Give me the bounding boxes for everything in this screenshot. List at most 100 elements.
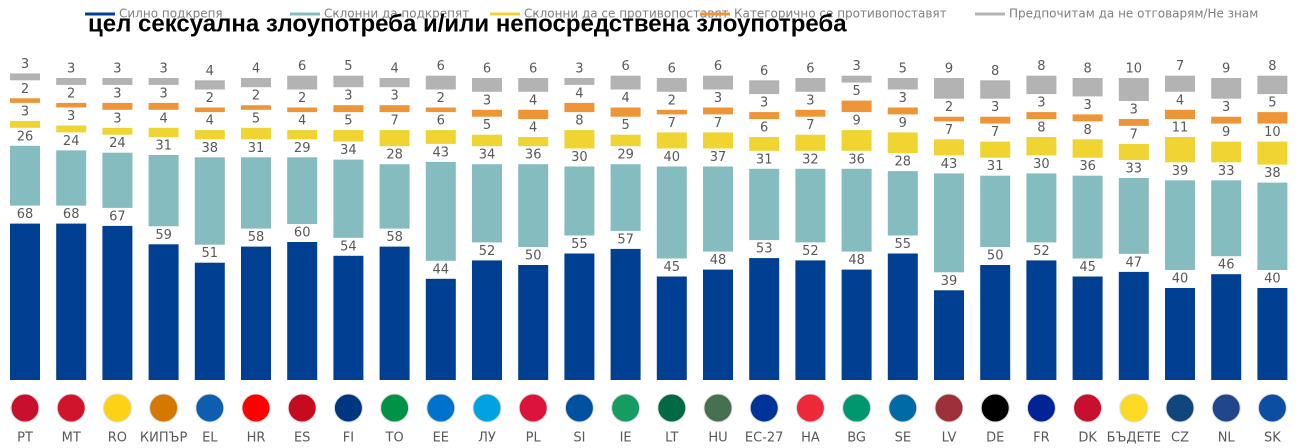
bar-segment — [1257, 288, 1288, 380]
bar-segment — [1072, 175, 1103, 259]
bar-segment — [1118, 178, 1149, 254]
bar-segment — [887, 253, 918, 380]
bar-segment — [102, 102, 133, 110]
x-tick-label: SE — [895, 431, 911, 446]
value-label: 45 — [664, 260, 681, 275]
bar-segment — [1026, 75, 1057, 95]
bar-segment — [241, 157, 271, 229]
bar-segment — [703, 166, 733, 252]
flag — [980, 393, 1010, 423]
bar-segment — [703, 132, 733, 149]
bar-segment — [472, 134, 502, 147]
bar-segment — [610, 107, 641, 117]
value-label: 3 — [159, 62, 167, 77]
bar-segment — [841, 100, 872, 113]
value-label: 4 — [1176, 93, 1184, 108]
bar-segment — [934, 116, 964, 122]
value-label: 2 — [298, 91, 306, 106]
value-label: 3 — [899, 91, 907, 106]
value-label: 3 — [159, 86, 167, 101]
value-label: 33 — [1218, 164, 1235, 179]
value-label: 52 — [479, 244, 496, 259]
bar-segment — [610, 134, 641, 147]
flag — [934, 393, 964, 423]
value-label: 50 — [987, 249, 1004, 264]
value-label: 6 — [298, 59, 306, 74]
value-label: 6 — [760, 64, 768, 79]
value-label: 67 — [109, 209, 126, 224]
value-label: 28 — [895, 155, 912, 170]
value-label: 4 — [159, 111, 167, 126]
bar-segment — [1211, 180, 1242, 257]
value-label: 6 — [760, 121, 768, 136]
bar-segment — [518, 109, 549, 119]
bar-segment — [518, 137, 549, 147]
bar-segment — [472, 260, 502, 380]
bar-segment — [102, 152, 133, 208]
value-label: 5 — [1268, 96, 1276, 111]
x-tick-label: FI — [343, 431, 354, 446]
value-label: 28 — [386, 148, 403, 163]
bar-segment — [241, 246, 271, 380]
value-label: 8 — [1037, 121, 1045, 136]
value-label: 10 — [1126, 62, 1143, 77]
legend-label: Склонни да подкрепят — [324, 7, 469, 21]
bar-segment — [656, 276, 687, 380]
value-label: 8 — [575, 114, 583, 129]
bar-segment — [287, 107, 318, 113]
bar-segment — [379, 164, 410, 229]
value-label: 36 — [1079, 159, 1096, 174]
bar-segment — [564, 78, 595, 85]
flag — [1165, 393, 1195, 423]
value-label: 9 — [945, 62, 953, 77]
value-label: 51 — [202, 246, 219, 261]
bar-segment — [934, 290, 964, 380]
bar-segment — [148, 127, 179, 137]
value-label: 5 — [252, 111, 260, 126]
legend-label: Силно подкрепя — [119, 7, 223, 21]
bar-segment — [1118, 271, 1149, 380]
value-label: 5 — [344, 59, 352, 74]
bar-segment — [194, 157, 225, 245]
bar-segment — [10, 223, 40, 380]
value-label: 8 — [991, 64, 999, 79]
value-label: 3 — [1083, 98, 1091, 113]
bar-segment — [795, 134, 826, 151]
x-tick-label: CZ — [1171, 431, 1189, 446]
bar-segment — [287, 242, 318, 380]
bar-segment — [610, 248, 641, 380]
bar-segment — [425, 161, 456, 261]
bar-segment — [656, 132, 687, 149]
x-tick-label: LV — [942, 431, 957, 446]
bar-segment — [887, 132, 918, 154]
value-label: 31 — [756, 152, 773, 167]
bar-segment — [1165, 75, 1195, 92]
x-tick-label: SI — [573, 431, 585, 446]
value-label: 37 — [710, 150, 727, 165]
bar-segment — [934, 139, 964, 156]
value-label: 5 — [483, 118, 491, 133]
value-label: 7 — [945, 123, 953, 138]
value-label: 50 — [525, 249, 542, 264]
x-tick-label: БЪДЕТЕ — [1107, 431, 1161, 446]
bar-segment — [56, 102, 87, 108]
value-label: 3 — [113, 86, 121, 101]
x-tick-label: EE — [433, 431, 449, 446]
value-label: 3 — [806, 93, 814, 108]
bar-segment — [148, 155, 179, 227]
value-label: 3 — [390, 89, 398, 104]
value-label: 32 — [802, 152, 819, 167]
bar-segment — [1211, 274, 1242, 380]
bar-segment — [148, 78, 179, 85]
bar-segment — [1211, 116, 1242, 124]
value-label: 11 — [1172, 121, 1189, 136]
value-label: 36 — [525, 148, 542, 163]
bar-segment — [795, 78, 826, 92]
value-label: 4 — [252, 62, 260, 77]
bar-segment — [148, 244, 179, 380]
value-label: 34 — [340, 143, 357, 158]
value-label: 3 — [21, 57, 29, 72]
bar-segment — [333, 75, 364, 88]
x-tick-label: MT — [62, 431, 81, 446]
value-label: 34 — [479, 148, 496, 163]
